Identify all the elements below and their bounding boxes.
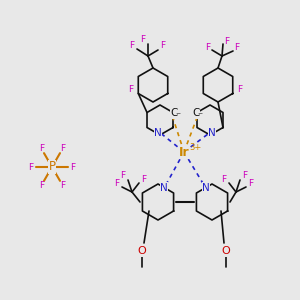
Text: F: F <box>129 40 135 50</box>
Text: C: C <box>192 108 200 118</box>
Text: F: F <box>120 172 126 181</box>
Text: N: N <box>154 128 162 138</box>
Text: O: O <box>222 246 230 256</box>
Text: ⁻: ⁻ <box>197 111 202 121</box>
Text: O: O <box>138 246 146 256</box>
Text: Ir: Ir <box>179 146 189 158</box>
Text: F: F <box>234 44 240 52</box>
Text: F: F <box>242 172 247 181</box>
Text: F: F <box>39 144 44 153</box>
Text: F: F <box>39 181 44 190</box>
Text: F: F <box>221 175 226 184</box>
Text: F: F <box>160 41 166 50</box>
Text: P: P <box>49 160 56 173</box>
Text: N: N <box>202 183 210 193</box>
Text: F: F <box>140 35 146 44</box>
Text: F: F <box>141 175 147 184</box>
Text: F: F <box>28 163 34 172</box>
Text: N: N <box>208 128 216 138</box>
Text: F: F <box>237 85 243 94</box>
Text: F: F <box>70 163 76 172</box>
Text: 3+: 3+ <box>189 142 201 152</box>
Text: C: C <box>170 108 178 118</box>
Text: F: F <box>60 181 65 190</box>
Text: F: F <box>206 43 211 52</box>
Text: F: F <box>248 178 253 188</box>
Text: F: F <box>128 85 134 94</box>
Text: F: F <box>224 37 230 46</box>
Text: F: F <box>114 178 120 188</box>
Text: N: N <box>160 183 168 193</box>
Text: ⁻: ⁻ <box>176 111 181 121</box>
Text: F: F <box>60 144 65 153</box>
